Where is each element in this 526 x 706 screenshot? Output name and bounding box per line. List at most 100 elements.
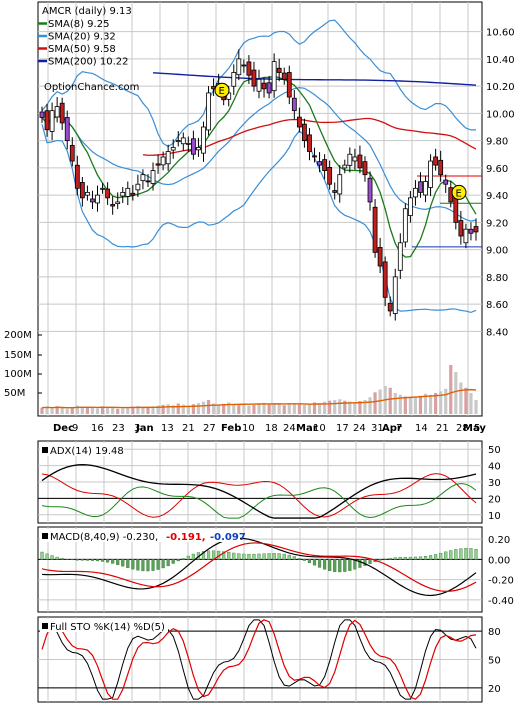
volume-bar — [474, 400, 478, 414]
macd-histogram-bar — [368, 559, 372, 564]
date-label: 7 — [396, 423, 402, 434]
candle-body — [85, 191, 90, 196]
volume-bar — [116, 408, 120, 414]
price-tick-label: 10.20 — [486, 82, 515, 93]
volume-bar — [388, 387, 392, 414]
candle-body — [382, 261, 388, 298]
horizontal-levels — [412, 175, 482, 248]
macd-histogram-bar — [469, 548, 473, 560]
macd-histogram-bar — [312, 559, 317, 566]
macd-histogram-bar — [116, 559, 120, 565]
volume-bar — [141, 407, 145, 414]
candle-body — [190, 138, 196, 155]
macd-histogram-bar — [191, 553, 195, 560]
date-label: Feb — [221, 423, 241, 434]
volume-bar — [333, 400, 337, 414]
macd-histogram-bar — [408, 556, 412, 560]
macd-signal-line — [41, 542, 477, 592]
volume-bar — [434, 393, 438, 414]
volume-bar — [201, 401, 206, 414]
date-label: 24 — [353, 423, 366, 434]
macd-signal-value: -0.191, — [166, 532, 206, 543]
volume-bar — [166, 404, 170, 414]
candle-body — [135, 183, 141, 191]
plus-di-line — [41, 473, 477, 518]
macd-histogram-bar — [121, 559, 125, 567]
candle-body — [342, 164, 348, 169]
macd-histogram-bar — [267, 553, 271, 560]
volume-bar — [287, 403, 291, 414]
candle-body — [140, 174, 146, 182]
macd-histogram-bar — [146, 559, 150, 572]
macd-histogram-bar — [252, 553, 256, 560]
candle-body — [231, 72, 237, 87]
macd-histogram-bar — [100, 559, 105, 562]
bollinger-lower — [41, 124, 477, 314]
macd-histogram-bar — [358, 559, 362, 568]
macd-histogram-value: -0.097 — [210, 532, 246, 543]
macd-title: MACD(8,40,9) -0.230, — [50, 532, 158, 543]
candle-body — [59, 102, 65, 124]
candle-body — [352, 156, 358, 162]
macd-histogram-bar — [136, 559, 140, 571]
macd-histogram-bar — [227, 552, 231, 560]
panel-tick-label: 50 — [488, 656, 501, 667]
volume-bar — [156, 405, 160, 414]
macd-histogram-bar — [353, 559, 357, 570]
volume-bar — [262, 402, 266, 414]
candle-body — [392, 276, 398, 314]
macd-histogram-bar — [323, 559, 327, 570]
macd-title-bg — [40, 529, 240, 542]
candle-body — [266, 82, 272, 94]
volume-bar — [211, 403, 216, 414]
volume-bar — [55, 406, 59, 414]
candle-body — [443, 179, 449, 185]
sto-d-line — [41, 619, 477, 700]
candle-body — [165, 151, 171, 165]
volume-bar — [358, 401, 362, 414]
candle-body — [468, 228, 474, 234]
volume-bar — [272, 403, 276, 414]
volume-bar — [459, 382, 463, 414]
candle-body — [276, 67, 282, 73]
volume-bar — [328, 400, 332, 414]
candle-body — [180, 137, 186, 145]
macd-histogram-bar — [201, 551, 206, 560]
volume-bar — [217, 404, 221, 414]
candle-body — [473, 226, 479, 233]
macd-histogram-bar — [393, 557, 397, 560]
price-tick-label: 9.60 — [486, 164, 508, 175]
candle-body — [347, 153, 353, 166]
legend-label: SMA(200) 10.22 — [48, 57, 129, 68]
macd-histogram-bar — [211, 550, 216, 560]
macd-histogram-bar — [272, 553, 276, 560]
candle-body — [418, 181, 423, 193]
volume-bar — [106, 407, 110, 414]
sma20-line — [41, 87, 477, 222]
macd-histogram-bar — [428, 555, 433, 560]
candle-body — [160, 156, 166, 166]
macd-histogram-bar — [434, 554, 438, 560]
volume-average-line — [41, 388, 477, 409]
date-label: Mar — [296, 423, 318, 434]
earnings-marker-label: E — [456, 188, 462, 199]
macd-histogram-bar — [307, 559, 312, 564]
volume-bar — [282, 405, 286, 414]
candle-body — [367, 177, 373, 203]
volume-bar — [257, 403, 261, 414]
macd-histogram-bar — [90, 559, 95, 561]
candle-body — [69, 144, 75, 162]
candle-body — [357, 154, 363, 169]
volume-bar — [70, 407, 74, 414]
date-label: 9 — [72, 423, 78, 434]
volume-bar — [312, 402, 317, 414]
volume-bar — [403, 396, 407, 414]
volume-bar — [131, 406, 135, 414]
macd-histogram-bar — [418, 556, 423, 560]
candle-body — [322, 159, 328, 172]
volume-bar — [398, 394, 402, 414]
candle-body — [79, 182, 85, 199]
volume-bar — [111, 408, 115, 414]
price-tick-label: 9.20 — [486, 218, 508, 229]
macd-histogram-bar — [131, 559, 135, 570]
